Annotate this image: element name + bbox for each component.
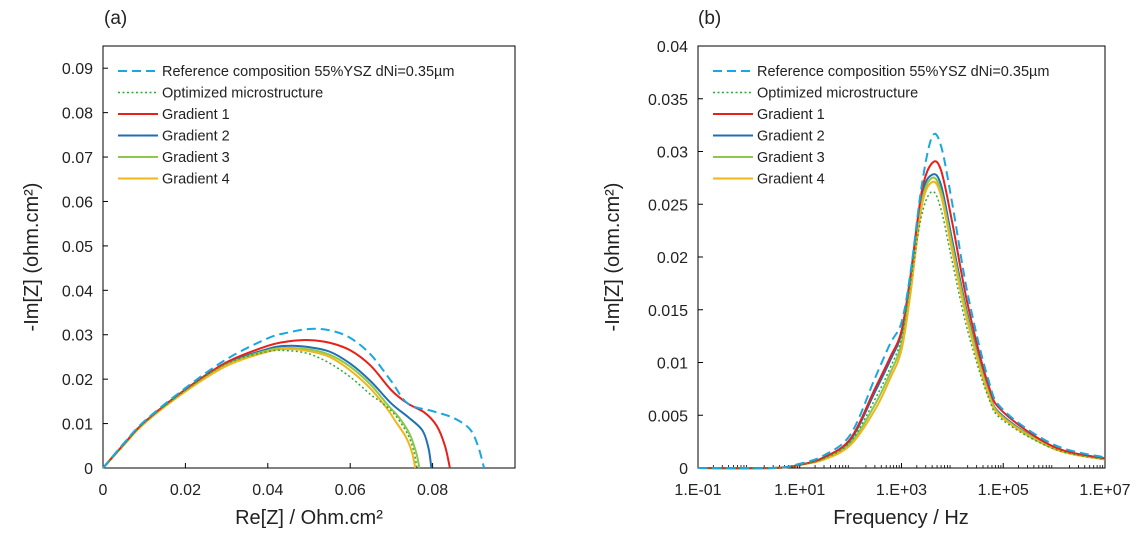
panel-label: (a): [104, 8, 127, 29]
y-tick-label: 0.015: [648, 303, 688, 320]
y-tick-label: 0.02: [657, 250, 688, 267]
y-tick-label: 0.04: [657, 39, 688, 56]
legend: Reference composition 55%YSZ dNi=0.35µm O…: [713, 64, 1049, 188]
x-tick-label: 1.E+05: [978, 482, 1029, 499]
legend-label: Gradient 4: [757, 172, 825, 188]
series-line-1: [102, 349, 418, 469]
y-tick-label: 0.035: [648, 92, 688, 109]
legend-label: Gradient 2: [162, 129, 230, 145]
x-tick-label: 0.08: [417, 482, 448, 499]
x-axis-label: Frequency / Hz: [833, 507, 969, 529]
series-line-0: [697, 132, 1106, 470]
legend-label: Gradient 2: [757, 129, 825, 145]
y-tick-label: 0.08: [62, 106, 93, 123]
y-tick-label: 0.01: [657, 356, 688, 373]
y-tick-label: 0.05: [62, 239, 93, 256]
x-tick-label: 0: [99, 482, 108, 499]
panel-label: (b): [698, 8, 721, 29]
y-tick-label: 0.03: [657, 145, 688, 162]
x-axis-label: Re[Z] / Ohm.cm²: [235, 507, 383, 529]
legend-label: Gradient 1: [757, 107, 825, 123]
x-tick-label: 1.E+03: [876, 482, 927, 499]
x-tick-label: 1.E+07: [1079, 482, 1130, 499]
y-axis-label: -Im[Z] (ohm.cm²): [602, 183, 624, 332]
series-line-0: [102, 327, 486, 469]
x-tick-label: 0.06: [335, 482, 366, 499]
legend-label: Gradient 4: [162, 172, 230, 188]
y-tick-label: 0.06: [62, 194, 93, 211]
panel-b: (b) 0 0.005 0.01 0.015 0.02 0.025 0.03 0.035 0.04…: [602, 8, 1131, 529]
series-line-2: [102, 339, 451, 469]
y-tick-label: 0.07: [62, 150, 93, 167]
y-tick-label: 0: [679, 461, 688, 478]
y-tick-label: 0.04: [62, 283, 93, 300]
panel-a: (a) 0 0.01 0.02 0.03 0.04 0.05 0.06 0.07 0.08 0.09…: [21, 8, 516, 529]
series-line-5: [102, 347, 417, 469]
y-tick-label: 0.03: [62, 328, 93, 345]
legend: Reference composition 55%YSZ dNi=0.35µm O…: [118, 64, 454, 188]
plot-frame: [102, 45, 516, 469]
y-axis-label: -Im[Z] (ohm.cm²): [21, 183, 43, 332]
legend-label: Optimized microstructure: [757, 86, 918, 102]
series-line-2: [697, 160, 1106, 470]
x-tick-label: 1.E+01: [774, 482, 825, 499]
y-tick-label: 0.005: [648, 408, 688, 425]
legend-label: Gradient 1: [162, 107, 230, 123]
y-tick-label: 0.02: [62, 372, 93, 389]
x-tick-label: 0.04: [252, 482, 283, 499]
x-tick-label: 1.E-01: [674, 482, 721, 499]
legend-label: Reference composition 55%YSZ dNi=0.35µm: [162, 64, 454, 80]
y-tick-label: 0.01: [62, 417, 93, 434]
x-tick-label: 0.02: [170, 482, 201, 499]
series-line-1: [697, 190, 1106, 469]
legend-label: Reference composition 55%YSZ dNi=0.35µm: [757, 64, 1049, 80]
series-line-3: [102, 344, 433, 469]
y-tick-label: 0.025: [648, 197, 688, 214]
legend-label: Gradient 3: [757, 150, 825, 166]
legend-label: Gradient 3: [162, 150, 230, 166]
legend-label: Optimized microstructure: [162, 86, 323, 102]
y-tick-label: 0.09: [62, 61, 93, 78]
y-tick-label: 0: [84, 461, 93, 478]
